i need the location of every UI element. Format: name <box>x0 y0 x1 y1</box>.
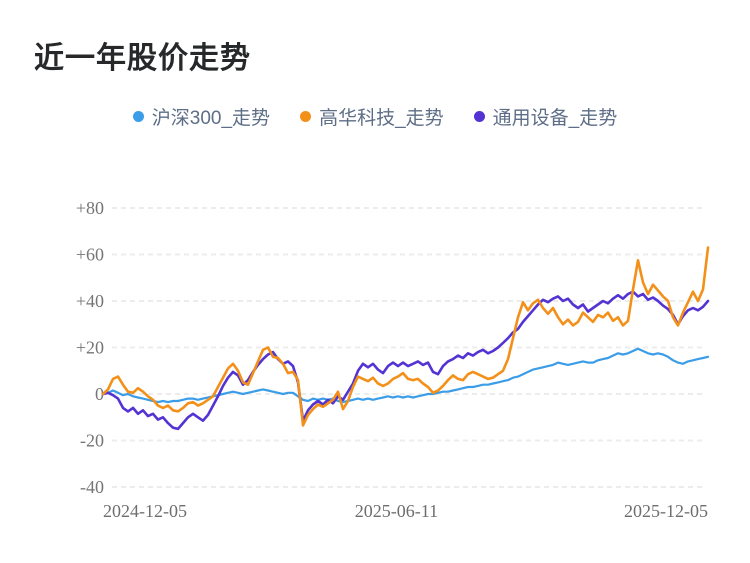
series-line-2[interactable] <box>101 290 710 431</box>
y-axis-tick-label: 0 <box>95 384 104 404</box>
x-axis-date-label: 2024-12-05 <box>103 501 187 521</box>
series-line-0[interactable] <box>101 347 710 404</box>
legend-label: 沪深300_走势 <box>151 108 271 129</box>
legend-dot-icon <box>473 111 485 122</box>
legend-item-general-equipment[interactable]: 通用设备_走势 <box>473 103 618 130</box>
series-line-1[interactable] <box>101 246 710 427</box>
legend-label: 高华科技_走势 <box>319 108 444 129</box>
legend-dot-icon <box>132 111 144 122</box>
chart-legend: 沪深300_走势 高华科技_走势 通用设备_走势 <box>0 103 750 130</box>
x-axis-date-label: 2025-12-05 <box>624 501 708 521</box>
y-axis-tick-label: +40 <box>76 291 104 311</box>
legend-label: 通用设备_走势 <box>492 108 618 129</box>
legend-item-hs300[interactable]: 沪深300_走势 <box>132 103 271 130</box>
y-axis-tick-label: -20 <box>80 431 104 451</box>
y-axis-tick-label: +60 <box>76 245 104 265</box>
page-title: 近一年股价走势 <box>34 42 251 75</box>
y-axis-tick-label: -40 <box>80 477 104 497</box>
y-axis-tick-label: +80 <box>76 198 104 218</box>
y-axis-tick-label: +20 <box>76 338 104 358</box>
legend-dot-icon <box>300 111 312 122</box>
x-axis-date-label: 2025-06-11 <box>355 501 438 521</box>
legend-item-gaohua[interactable]: 高华科技_走势 <box>300 103 444 130</box>
